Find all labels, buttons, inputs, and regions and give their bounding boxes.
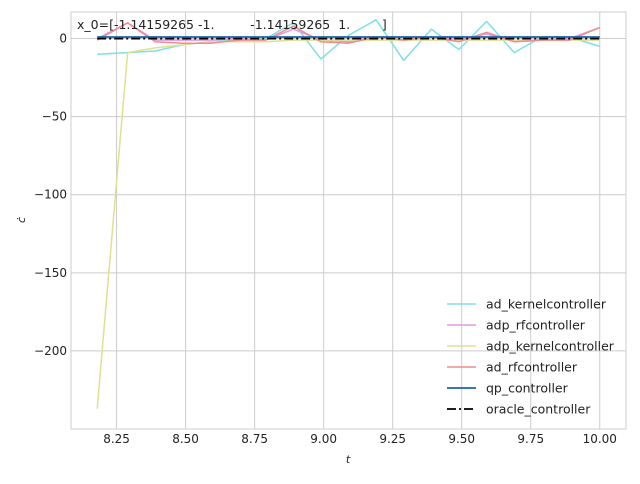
series-line-ad-rfcontroller — [96, 22, 601, 44]
y-tick-label: −50 — [42, 110, 67, 124]
y-axis-label: ċ — [15, 217, 28, 223]
initial-state-annotation: x_0=[-1.14159265 -1. -1.14159265 1. ] — [77, 17, 387, 32]
legend-label-ad-rfcontroller: ad_rfcontroller — [486, 360, 578, 375]
legend-label-qp-controller: qp_controller — [486, 381, 569, 396]
x-tick-label: 10.00 — [583, 432, 617, 446]
x-tick-labels: 8.25 8.50 8.75 9.00 9.25 9.50 9.75 10.00 — [103, 432, 617, 446]
x-tick-label: 9.25 — [379, 432, 406, 446]
grid — [71, 12, 626, 429]
y-tick-label: −150 — [34, 266, 67, 280]
x-tick-label: 9.50 — [448, 432, 475, 446]
legend: ad_kernelcontroller adp_rfcontroller adp_k… — [447, 297, 615, 417]
y-tick-labels: 0 −50 −100 −150 −200 — [34, 32, 67, 358]
legend-label-adp-rfcontroller: adp_rfcontroller — [486, 318, 586, 333]
x-tick-label: 9.75 — [517, 432, 544, 446]
y-tick-label: −100 — [34, 188, 67, 202]
legend-label-oracle-controller: oracle_controller — [486, 402, 591, 417]
x-tick-label: 9.00 — [310, 432, 337, 446]
x-tick-label: 8.75 — [241, 432, 268, 446]
legend-label-adp-kernelcontroller: adp_kernelcontroller — [486, 339, 615, 354]
x-axis-label: t — [346, 453, 351, 466]
series-lines — [96, 19, 601, 409]
x-tick-label: 8.25 — [103, 432, 130, 446]
y-tick-label: 0 — [59, 32, 67, 46]
y-tick-label: −200 — [34, 344, 67, 358]
plot-frame — [70, 11, 627, 430]
legend-label-ad-kernelcontroller: ad_kernelcontroller — [486, 297, 607, 312]
series-line-adp-kernelcontroller — [96, 39, 600, 409]
x-tick-label: 8.50 — [172, 432, 199, 446]
